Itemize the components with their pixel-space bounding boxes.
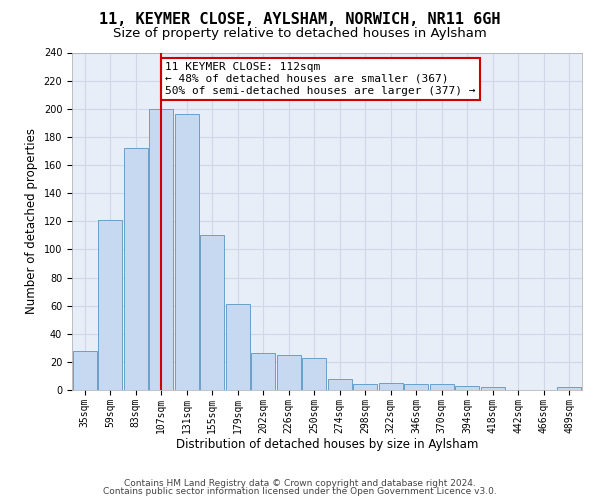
Text: 11 KEYMER CLOSE: 112sqm
← 48% of detached houses are smaller (367)
50% of semi-d: 11 KEYMER CLOSE: 112sqm ← 48% of detache… xyxy=(165,62,476,96)
Bar xyxy=(353,384,377,390)
Bar xyxy=(226,304,250,390)
Bar xyxy=(481,387,505,390)
Bar xyxy=(277,355,301,390)
Bar xyxy=(124,148,148,390)
Y-axis label: Number of detached properties: Number of detached properties xyxy=(25,128,38,314)
Bar xyxy=(557,387,581,390)
Bar xyxy=(149,109,173,390)
Bar xyxy=(404,384,428,390)
Bar xyxy=(430,384,454,390)
Bar xyxy=(200,236,224,390)
Bar xyxy=(455,386,479,390)
Text: Size of property relative to detached houses in Aylsham: Size of property relative to detached ho… xyxy=(113,28,487,40)
Bar xyxy=(379,383,403,390)
Text: Contains public sector information licensed under the Open Government Licence v3: Contains public sector information licen… xyxy=(103,487,497,496)
Bar xyxy=(302,358,326,390)
Bar xyxy=(328,379,352,390)
Bar xyxy=(73,350,97,390)
Text: 11, KEYMER CLOSE, AYLSHAM, NORWICH, NR11 6GH: 11, KEYMER CLOSE, AYLSHAM, NORWICH, NR11… xyxy=(99,12,501,28)
Bar xyxy=(251,354,275,390)
Bar xyxy=(175,114,199,390)
Bar xyxy=(98,220,122,390)
X-axis label: Distribution of detached houses by size in Aylsham: Distribution of detached houses by size … xyxy=(176,438,478,452)
Text: Contains HM Land Registry data © Crown copyright and database right 2024.: Contains HM Land Registry data © Crown c… xyxy=(124,478,476,488)
